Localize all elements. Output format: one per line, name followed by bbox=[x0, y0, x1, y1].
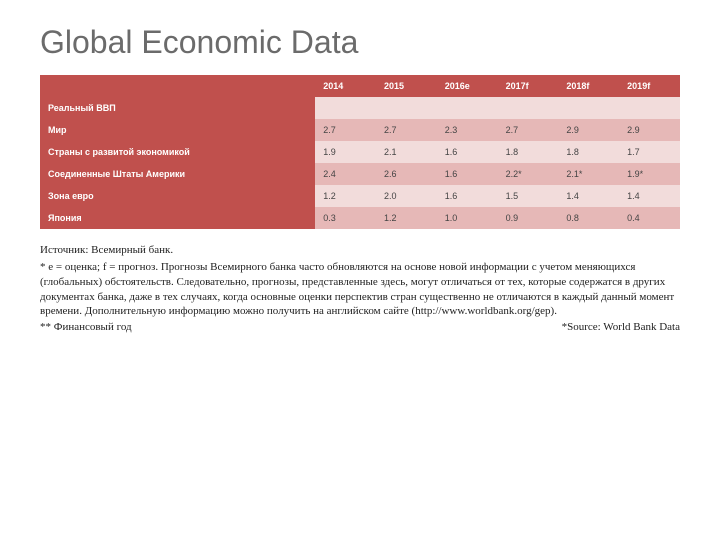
table-cell bbox=[437, 97, 498, 119]
table-cell: 1.6 bbox=[437, 163, 498, 185]
table-row: Мир2.72.72.32.72.92.9 bbox=[40, 119, 680, 141]
table-cell: 2.6 bbox=[376, 163, 437, 185]
footnote-source-en: *Source: World Bank Data bbox=[562, 321, 680, 333]
table-header-cell: 2017f bbox=[498, 75, 559, 97]
table-row: Зона евро1.22.01.61.51.41.4 bbox=[40, 185, 680, 207]
table-header-cell: 2019f bbox=[619, 75, 680, 97]
table-cell: 1.4 bbox=[558, 185, 619, 207]
table-cell: 1.7 bbox=[619, 141, 680, 163]
table-row-label: Реальный ВВП bbox=[40, 97, 315, 119]
table-cell: 0.9 bbox=[498, 207, 559, 229]
table-cell: 2.3 bbox=[437, 119, 498, 141]
table-cell: 2.1 bbox=[376, 141, 437, 163]
footnote-source-ru: Источник: Всемирный банк. bbox=[40, 243, 680, 258]
footnote-main: * e = оценка; f = прогноз. Прогнозы Всем… bbox=[40, 260, 680, 319]
table-cell: 1.4 bbox=[619, 185, 680, 207]
table-row: Япония0.31.21.00.90.80.4 bbox=[40, 207, 680, 229]
table-cell: 1.9* bbox=[619, 163, 680, 185]
table-header-cell: 2018f bbox=[558, 75, 619, 97]
table-row-label: Страны с развитой экономикой bbox=[40, 141, 315, 163]
table-cell: 2.9 bbox=[558, 119, 619, 141]
table-cell: 1.9 bbox=[315, 141, 376, 163]
footnotes-block: Источник: Всемирный банк. * e = оценка; … bbox=[40, 243, 680, 319]
table-row: Страны с развитой экономикой1.92.11.61.8… bbox=[40, 141, 680, 163]
table-row: Соединенные Штаты Америки2.42.61.62.2*2.… bbox=[40, 163, 680, 185]
table-cell bbox=[498, 97, 559, 119]
table-cell: 2.7 bbox=[315, 119, 376, 141]
table-row-label: Зона евро bbox=[40, 185, 315, 207]
footnote-fiscal-year: ** Финансовый год bbox=[40, 321, 132, 333]
table-cell bbox=[376, 97, 437, 119]
table-cell: 2.7 bbox=[376, 119, 437, 141]
table-cell: 1.2 bbox=[376, 207, 437, 229]
table-cell: 2.9 bbox=[619, 119, 680, 141]
table-cell: 0.4 bbox=[619, 207, 680, 229]
table-cell bbox=[558, 97, 619, 119]
table-header-cell: 2014 bbox=[315, 75, 376, 97]
economic-data-table: 201420152016e2017f2018f2019f Реальный ВВ… bbox=[40, 75, 680, 229]
table-cell bbox=[619, 97, 680, 119]
table-cell bbox=[315, 97, 376, 119]
table-row-label: Соединенные Штаты Америки bbox=[40, 163, 315, 185]
table-row-label: Япония bbox=[40, 207, 315, 229]
table-cell: 1.5 bbox=[498, 185, 559, 207]
table-cell: 2.1* bbox=[558, 163, 619, 185]
table-row: Реальный ВВП bbox=[40, 97, 680, 119]
table-cell: 0.8 bbox=[558, 207, 619, 229]
table-cell: 0.3 bbox=[315, 207, 376, 229]
table-cell: 2.4 bbox=[315, 163, 376, 185]
table-header-cell: 2015 bbox=[376, 75, 437, 97]
table-cell: 2.7 bbox=[498, 119, 559, 141]
footer-row: ** Финансовый год *Source: World Bank Da… bbox=[40, 321, 680, 333]
table-cell: 1.8 bbox=[558, 141, 619, 163]
slide-title: Global Economic Data bbox=[40, 24, 680, 61]
table-cell: 1.2 bbox=[315, 185, 376, 207]
table-header-blank bbox=[40, 75, 315, 97]
table-cell: 1.8 bbox=[498, 141, 559, 163]
table-cell: 1.6 bbox=[437, 141, 498, 163]
table-row-label: Мир bbox=[40, 119, 315, 141]
table-cell: 2.2* bbox=[498, 163, 559, 185]
table-header-row: 201420152016e2017f2018f2019f bbox=[40, 75, 680, 97]
table-cell: 1.6 bbox=[437, 185, 498, 207]
table-cell: 2.0 bbox=[376, 185, 437, 207]
table-cell: 1.0 bbox=[437, 207, 498, 229]
table-header-cell: 2016e bbox=[437, 75, 498, 97]
